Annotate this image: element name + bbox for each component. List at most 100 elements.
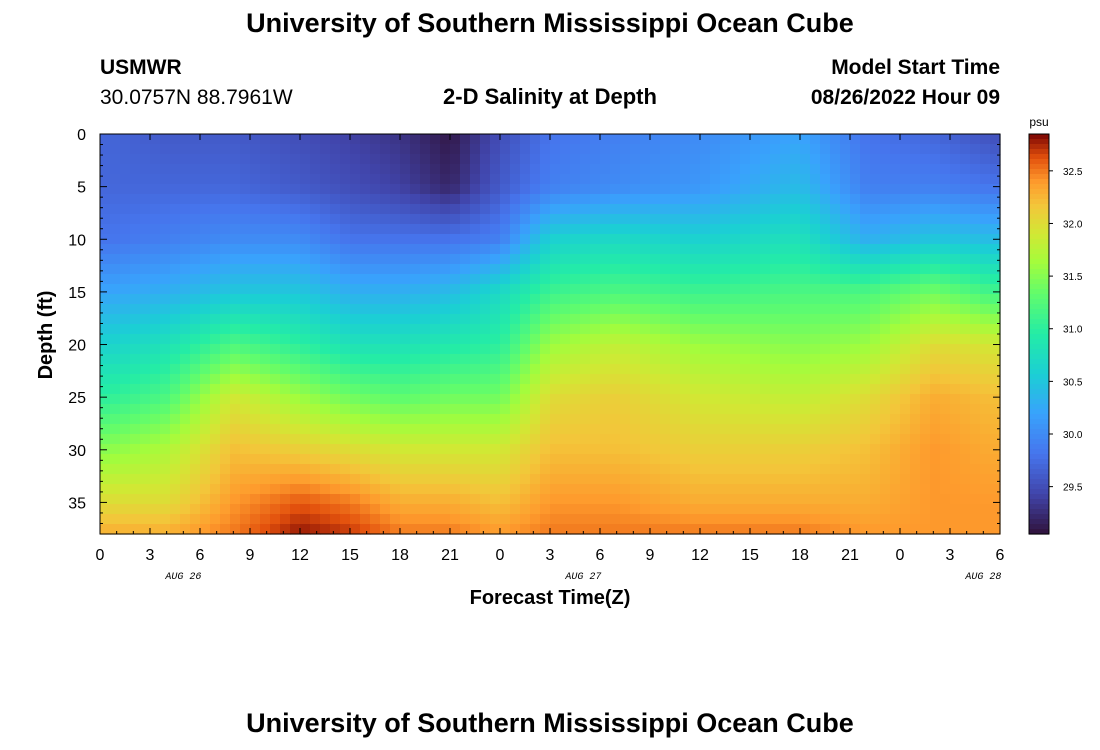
heatmap-cell xyxy=(610,224,621,235)
heatmap-cell xyxy=(940,174,951,185)
heatmap-cell xyxy=(350,474,361,485)
heatmap-cell xyxy=(690,184,701,195)
heatmap-cell xyxy=(500,334,511,345)
heatmap-cell xyxy=(340,414,351,425)
heatmap-cell xyxy=(490,224,501,235)
heatmap-cell xyxy=(510,354,521,365)
heatmap-cell xyxy=(970,184,981,195)
heatmap-cell xyxy=(390,294,401,305)
heatmap-cell xyxy=(970,454,981,465)
heatmap-cell xyxy=(700,394,711,405)
heatmap-cell xyxy=(550,184,561,195)
heatmap-cell xyxy=(600,494,611,505)
heatmap-cell xyxy=(900,514,911,525)
colorbar-swatch xyxy=(1029,469,1049,475)
heatmap-cell xyxy=(230,194,241,205)
heatmap-cell xyxy=(430,394,441,405)
heatmap-cell xyxy=(130,444,141,455)
heatmap-cell xyxy=(650,334,661,345)
heatmap-cell xyxy=(190,484,201,495)
heatmap-cell xyxy=(590,474,601,485)
heatmap-cell xyxy=(180,184,191,195)
heatmap-cell xyxy=(440,134,451,145)
heatmap-cell xyxy=(760,314,771,325)
heatmap-cell xyxy=(140,254,151,265)
heatmap-cell xyxy=(470,424,481,435)
heatmap-cell xyxy=(880,214,891,225)
heatmap-cell xyxy=(310,314,321,325)
heatmap-cell xyxy=(820,294,831,305)
heatmap-cell xyxy=(630,434,641,445)
heatmap-cell xyxy=(150,354,161,365)
heatmap-cell xyxy=(430,354,441,365)
heatmap-cell xyxy=(180,264,191,275)
heatmap-cell xyxy=(890,284,901,295)
heatmap-cell xyxy=(540,284,551,295)
heatmap-cell xyxy=(710,404,721,415)
heatmap-cell xyxy=(980,434,991,445)
heatmap-cell xyxy=(930,144,941,155)
heatmap-cell xyxy=(280,404,291,415)
heatmap-cell xyxy=(380,374,391,385)
heatmap-cell xyxy=(470,154,481,165)
heatmap-cell xyxy=(380,384,391,395)
heatmap-cell xyxy=(960,444,971,455)
heatmap-cell xyxy=(530,214,541,225)
heatmap-cell xyxy=(200,344,211,355)
heatmap-cell xyxy=(420,184,431,195)
heatmap-cell xyxy=(680,224,691,235)
heatmap-cell xyxy=(870,264,881,275)
heatmap-cell xyxy=(240,414,251,425)
heatmap-cell xyxy=(210,154,221,165)
heatmap-cell xyxy=(680,424,691,435)
heatmap-cell xyxy=(110,474,121,485)
heatmap-cell xyxy=(190,464,201,475)
heatmap-cell xyxy=(730,364,741,375)
heatmap-cell xyxy=(890,214,901,225)
heatmap-cell xyxy=(280,164,291,175)
heatmap-cell xyxy=(750,464,761,475)
heatmap-cell xyxy=(730,384,741,395)
heatmap-cell xyxy=(990,304,1001,315)
heatmap-cell xyxy=(100,514,111,525)
heatmap-cell xyxy=(300,144,311,155)
heatmap-cell xyxy=(800,364,811,375)
heatmap-cell xyxy=(340,384,351,395)
heatmap-cell xyxy=(270,394,281,405)
heatmap-cell xyxy=(880,184,891,195)
heatmap-cell xyxy=(750,144,761,155)
colorbar-swatch xyxy=(1029,204,1049,210)
heatmap-cell xyxy=(310,394,321,405)
heatmap-cell xyxy=(230,164,241,175)
heatmap-cell xyxy=(700,144,711,155)
heatmap-cell xyxy=(620,314,631,325)
heatmap-cell xyxy=(720,224,731,235)
heatmap-cell xyxy=(930,454,941,465)
heatmap-cell xyxy=(200,194,211,205)
heatmap-cell xyxy=(960,494,971,505)
heatmap-cell xyxy=(130,384,141,395)
heatmap-cell xyxy=(300,344,311,355)
heatmap-cell xyxy=(630,144,641,155)
heatmap-cell xyxy=(600,424,611,435)
heatmap-cell xyxy=(270,494,281,505)
heatmap-cell xyxy=(390,284,401,295)
heatmap-cell xyxy=(350,384,361,395)
heatmap-cell xyxy=(570,364,581,375)
heatmap-cell xyxy=(620,364,631,375)
heatmap-cell xyxy=(810,214,821,225)
heatmap-cell xyxy=(870,184,881,195)
heatmap-cell xyxy=(220,394,231,405)
heatmap-cell xyxy=(850,184,861,195)
heatmap-cell xyxy=(390,204,401,215)
heatmap-cell xyxy=(460,184,471,195)
heatmap-cell xyxy=(750,484,761,495)
heatmap-cell xyxy=(150,384,161,395)
heatmap-cell xyxy=(790,364,801,375)
heatmap-cell xyxy=(470,494,481,505)
heatmap-cell xyxy=(860,294,871,305)
heatmap-cell xyxy=(210,454,221,465)
heatmap-cell xyxy=(870,524,881,535)
heatmap-cell xyxy=(930,314,941,325)
heatmap-cell xyxy=(470,414,481,425)
